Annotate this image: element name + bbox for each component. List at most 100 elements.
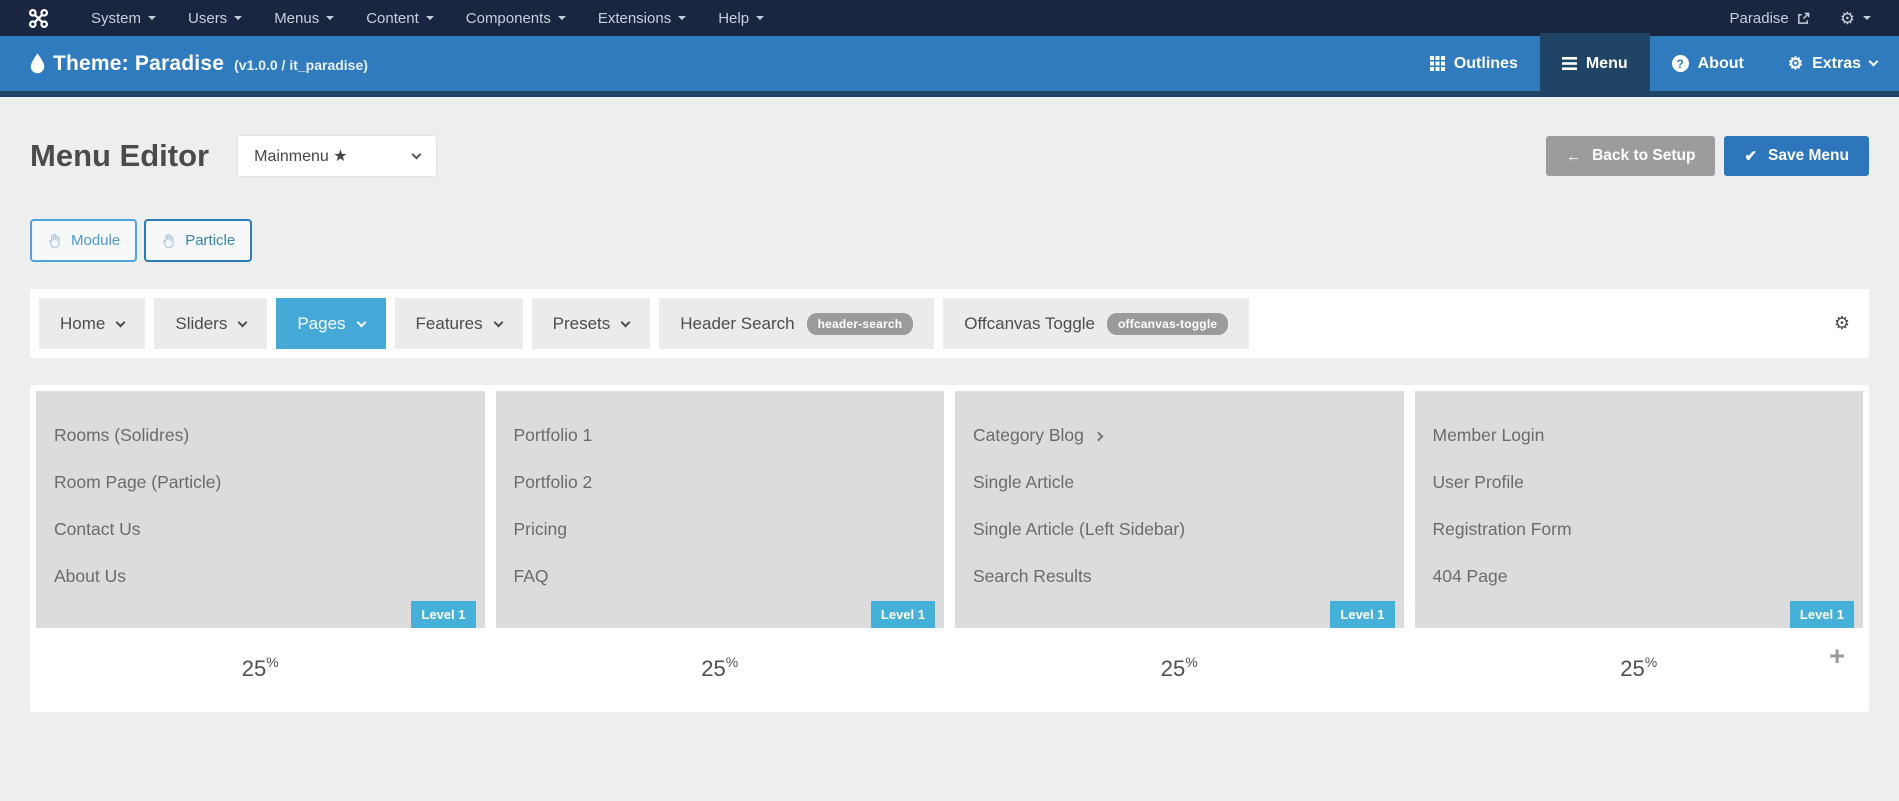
column-width-control[interactable]: 25%: [496, 628, 945, 712]
tab-label: Header Search: [680, 313, 795, 333]
menu-item-label: Portfolio 2: [513, 472, 593, 492]
width-unit: %: [1644, 654, 1658, 670]
particle-key-badge: offcanvas-toggle: [1107, 312, 1229, 335]
theme-title: Theme: Paradise: [53, 51, 225, 75]
menu-item[interactable]: Portfolio 2: [496, 459, 945, 506]
menu-item[interactable]: Search Results: [955, 553, 1404, 600]
menu-item[interactable]: Registration Form: [1415, 506, 1864, 553]
menu-item[interactable]: Pricing: [496, 506, 945, 553]
menu-item[interactable]: About Us: [36, 553, 485, 600]
nav-outlines-button[interactable]: Outlines: [1408, 33, 1540, 94]
admin-topbar: System Users Menus Content Components Ex…: [0, 0, 1899, 36]
width-unit: %: [266, 654, 279, 670]
site-name: Paradise: [1729, 9, 1789, 27]
column-panel[interactable]: Portfolio 1 Portfolio 2 Pricing FAQ Leve…: [495, 391, 945, 628]
caret-down-icon: [756, 16, 765, 20]
caret-down-icon: [557, 16, 566, 20]
joomla-logo-icon[interactable]: [28, 8, 49, 29]
head-actions: ← Back to Setup ✔ Save Menu: [1546, 136, 1869, 176]
menu-item[interactable]: Portfolio 1: [496, 412, 945, 459]
column-panel[interactable]: Rooms (Solidres) Room Page (Particle) Co…: [36, 391, 485, 628]
menu-item-label: FAQ: [513, 566, 549, 586]
menu-item[interactable]: Contact Us: [36, 506, 485, 553]
chevron-down-icon: [493, 317, 504, 328]
nav-about-button[interactable]: ? About: [1650, 33, 1766, 94]
menu-item[interactable]: Member Login: [1415, 412, 1864, 459]
theme-header-bar: Theme: Paradise (v1.0.0 / it_paradise) O…: [0, 33, 1899, 97]
level-badge: Level 1: [1789, 601, 1854, 628]
particle-drag-button[interactable]: Particle: [144, 219, 253, 262]
chevron-down-icon: [356, 317, 366, 328]
menu-extensions[interactable]: Extensions: [582, 10, 702, 27]
add-column-button[interactable]: +: [1829, 643, 1845, 670]
menu-label: Components: [465, 9, 551, 27]
column-width-control[interactable]: 25%: [1415, 628, 1864, 712]
width-value: 25: [241, 656, 267, 681]
tab-label: Pages: [297, 313, 346, 333]
menu-item-label: Search Results: [973, 566, 1092, 586]
module-drag-button[interactable]: Module: [30, 219, 138, 262]
theme-nav: Outlines Menu ? About ⚙ Extras: [1408, 33, 1899, 94]
menu-item-label: Member Login: [1432, 425, 1545, 445]
column-width-control[interactable]: 25%: [955, 628, 1404, 712]
menu-users[interactable]: Users: [172, 10, 258, 27]
gear-icon: ⚙: [1833, 313, 1850, 333]
menu-item[interactable]: Single Article (Left Sidebar): [955, 506, 1404, 553]
submenu-column-1: Rooms (Solidres) Room Page (Particle) Co…: [36, 391, 485, 712]
back-to-setup-button[interactable]: ← Back to Setup: [1546, 136, 1716, 176]
menu-components[interactable]: Components: [450, 10, 582, 27]
tab-label: Features: [415, 313, 483, 333]
submenu-column-4: Member Login User Profile Registration F…: [1414, 391, 1864, 712]
hand-icon: [49, 233, 60, 248]
column-panel[interactable]: Member Login User Profile Registration F…: [1414, 391, 1864, 628]
menu-item[interactable]: Category Blog: [955, 412, 1404, 459]
tab-presets[interactable]: Presets: [531, 298, 651, 349]
level-badge: Level 1: [870, 601, 935, 628]
drag-toolbar: Module Particle: [30, 219, 1869, 262]
tab-home[interactable]: Home: [39, 298, 146, 349]
column-panel[interactable]: Category Blog Single Article Single Arti…: [955, 391, 1404, 628]
menu-settings-gear-button[interactable]: ⚙: [1834, 313, 1860, 334]
nav-menu-button[interactable]: Menu: [1539, 33, 1650, 94]
caret-down-icon: [678, 16, 687, 20]
tab-offcanvas-toggle[interactable]: Offcanvas Toggle offcanvas-toggle: [943, 298, 1250, 349]
gear-icon: ⚙: [1839, 8, 1855, 28]
menu-item[interactable]: User Profile: [1415, 459, 1864, 506]
caret-down-icon: [1863, 16, 1871, 20]
tab-features[interactable]: Features: [394, 298, 523, 349]
level-badge: Level 1: [1330, 601, 1395, 628]
arrow-left-icon: ←: [1566, 147, 1582, 165]
chevron-down-icon: [620, 317, 631, 328]
menu-item[interactable]: FAQ: [496, 553, 945, 600]
menu-item[interactable]: Room Page (Particle): [36, 459, 485, 506]
page-head: Menu Editor Mainmenu ★ ← Back to Setup ✔…: [30, 134, 1869, 178]
tab-header-search[interactable]: Header Search header-search: [659, 298, 935, 349]
theme-version: (v1.0.0 / it_paradise): [234, 56, 368, 73]
droplet-icon: [30, 53, 45, 74]
column-width-control[interactable]: 25%: [36, 628, 485, 712]
menu-item[interactable]: Rooms (Solidres): [36, 412, 485, 459]
nav-extras-button[interactable]: ⚙ Extras: [1766, 33, 1899, 94]
tab-pages[interactable]: Pages: [276, 298, 386, 349]
menu-item-label: Rooms (Solidres): [54, 425, 190, 445]
save-menu-button[interactable]: ✔ Save Menu: [1724, 136, 1869, 176]
tab-label: Offcanvas Toggle: [964, 313, 1096, 333]
menu-label: Content: [366, 9, 419, 27]
site-preview-link[interactable]: Paradise: [1730, 10, 1810, 27]
caret-down-icon: [234, 16, 243, 20]
chevron-right-icon: [1093, 431, 1104, 441]
caret-down-icon: [326, 16, 335, 20]
menu-item[interactable]: 404 Page: [1415, 553, 1864, 600]
question-icon: ?: [1671, 55, 1689, 72]
admin-settings-button[interactable]: ⚙: [1840, 10, 1871, 27]
menu-help[interactable]: Help: [702, 10, 780, 27]
menu-item-label: Pricing: [513, 519, 568, 539]
tab-label: Sliders: [175, 313, 228, 333]
menu-menus[interactable]: Menus: [258, 10, 350, 27]
menu-select-dropdown[interactable]: Mainmenu ★: [237, 135, 438, 177]
tab-sliders[interactable]: Sliders: [154, 298, 268, 349]
menu-item-label: Contact Us: [54, 519, 141, 539]
menu-item[interactable]: Single Article: [955, 459, 1404, 506]
menu-content[interactable]: Content: [350, 10, 450, 27]
menu-system[interactable]: System: [75, 10, 172, 27]
